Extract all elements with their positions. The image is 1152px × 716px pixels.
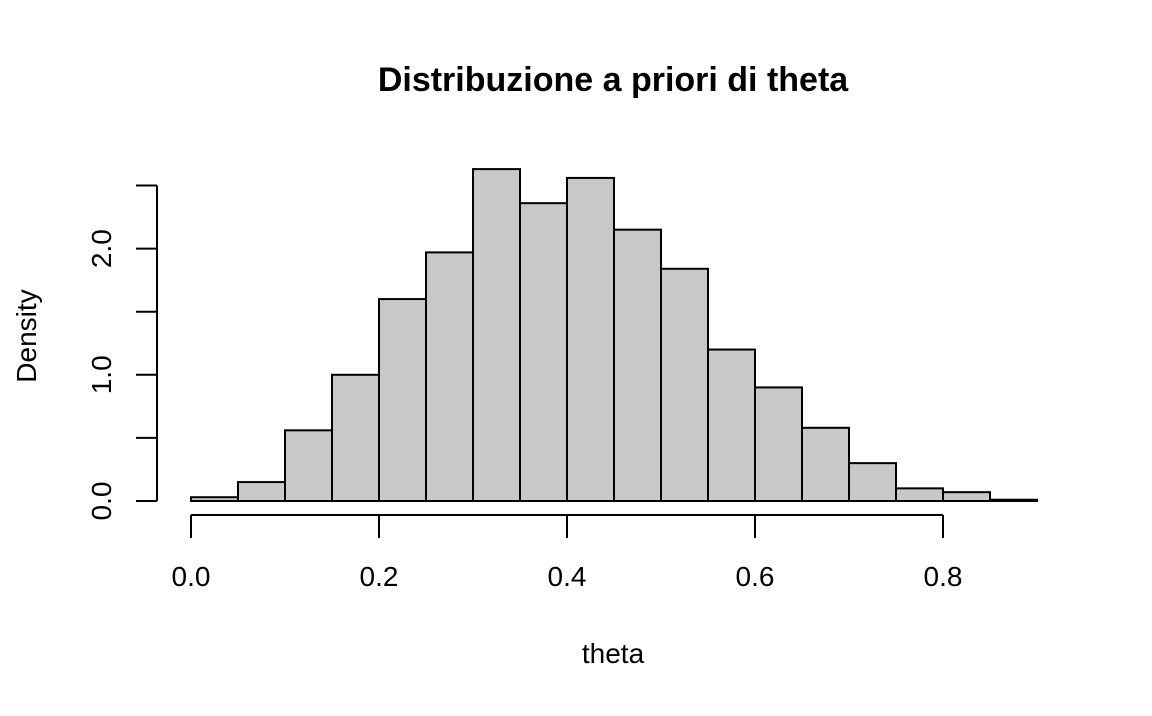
histogram-bar-4 bbox=[378, 298, 427, 502]
histogram-bar-5 bbox=[425, 251, 474, 502]
histogram-bar-8 bbox=[566, 176, 615, 502]
histogram-bar-1 bbox=[237, 481, 286, 503]
chart-title: Distribuzione a priori di theta bbox=[378, 61, 849, 99]
histogram-bar-12 bbox=[754, 386, 803, 503]
histogram-bar-2 bbox=[284, 429, 333, 502]
y-tick-label-2: 1.0 bbox=[86, 355, 117, 394]
x-axis: 0.0 0.2 0.4 0.6 0.8 bbox=[172, 514, 963, 592]
histogram-bar-9 bbox=[613, 228, 662, 502]
histogram-bar-13 bbox=[801, 426, 850, 502]
histogram-bar-11 bbox=[707, 348, 756, 502]
x-tick-label-4: 0.8 bbox=[924, 561, 963, 592]
histogram-bar-16 bbox=[942, 491, 991, 502]
x-axis-label: theta bbox=[582, 638, 645, 669]
histogram-bar-14 bbox=[848, 462, 897, 503]
x-tick-label-1: 0.2 bbox=[360, 561, 399, 592]
y-axis-label: Density bbox=[11, 289, 42, 382]
x-tick-label-2: 0.4 bbox=[548, 561, 587, 592]
histogram-bar-10 bbox=[660, 267, 709, 502]
bars-group bbox=[190, 168, 1038, 503]
histogram-bar-0 bbox=[190, 496, 239, 502]
histogram-bar-15 bbox=[895, 487, 944, 503]
y-tick-label-0: 0.0 bbox=[86, 482, 117, 521]
histogram-bar-17 bbox=[989, 498, 1038, 503]
histogram-bar-7 bbox=[519, 202, 568, 502]
x-tick-label-0: 0.0 bbox=[172, 561, 211, 592]
x-tick-label-3: 0.6 bbox=[736, 561, 775, 592]
y-axis: 0.0 1.0 2.0 bbox=[86, 184, 158, 521]
histogram-bar-3 bbox=[331, 373, 380, 502]
histogram-bar-6 bbox=[472, 168, 521, 502]
y-tick-label-4: 2.0 bbox=[86, 229, 117, 268]
